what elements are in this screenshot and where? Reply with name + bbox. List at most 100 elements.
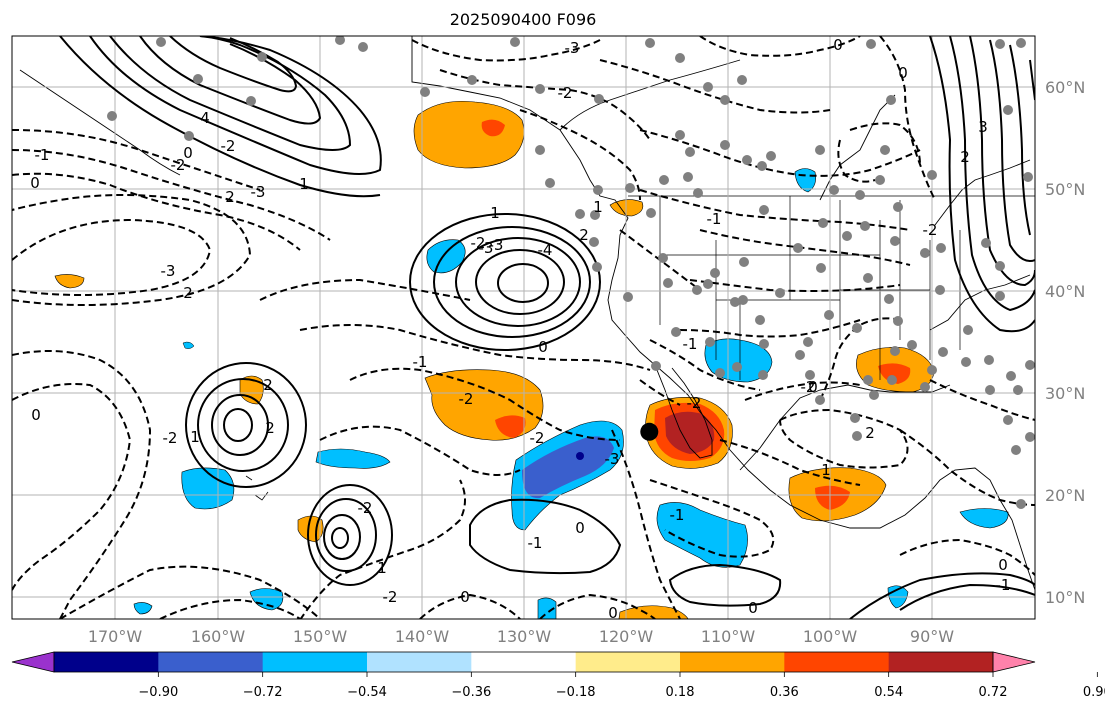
contour-label: -2 [383, 588, 398, 606]
contour-label: 1 [490, 204, 500, 222]
lon-label: 150°W [293, 627, 348, 646]
shade-blue-east-pacific [656, 502, 748, 568]
lon-label: 90°W [910, 627, 954, 646]
contour-label: 2 [263, 376, 273, 394]
colorbar-segment [158, 652, 264, 672]
contour-label: 1 [190, 428, 200, 446]
contour-label: 2 [225, 188, 235, 206]
colorbar-tick-label: −0.54 [347, 685, 387, 700]
contour-label: 0 [575, 519, 585, 537]
shade-blue-small-dot [182, 341, 195, 349]
shade-blue-bottom-left [133, 602, 153, 615]
triangle-right-icon [992, 651, 1036, 673]
coastlines-borders [19, 36, 1035, 591]
station-markers [107, 36, 1035, 509]
colorbar-tick-label: −0.72 [243, 685, 283, 700]
contour-label: 0 [998, 556, 1008, 574]
shade-blue-hawaii-north [181, 467, 235, 510]
triangle-left-icon [11, 651, 55, 673]
lat-label: 50°N [1045, 180, 1085, 199]
contour-label: -2 [459, 390, 474, 408]
shade-navy-spot [576, 452, 584, 460]
shade-orange-alaska-gulf [413, 101, 525, 169]
shade-blue-lower-left [249, 588, 284, 611]
colorbar: −0.90 −0.72 −0.54 −0.36 −0.18 0.18 0.36 0.54 0.7… [11, 651, 1105, 700]
contour-label: 0 [808, 378, 818, 396]
contour-label: 0 [608, 604, 618, 622]
contour-label: 2 [265, 419, 275, 437]
latitude-labels: 60°N 50°N 40°N 30°N 20°N 10°N [1045, 78, 1085, 607]
shade-blue-bottom-mid [537, 597, 557, 619]
lon-label: 120°W [599, 627, 654, 646]
contour-label: 0 [538, 338, 548, 356]
contour-label: -2 [221, 137, 236, 155]
lat-lon-grid [12, 36, 1035, 619]
shade-darkblue-subtropic-band [522, 436, 614, 499]
contour-label: -3 [251, 183, 266, 201]
contour-label: 2 [865, 424, 875, 442]
contour-label: 2 [579, 226, 589, 244]
contour-label: -2 [558, 84, 573, 102]
lon-label: 140°W [395, 627, 450, 646]
contour-label: -2 [923, 221, 938, 239]
contour-label: 0 [833, 36, 843, 54]
contour-label: 1 [377, 559, 387, 577]
contour-label: -3 [565, 39, 580, 57]
colorbar-tick-label: 0.90 [1083, 685, 1105, 700]
contour-label: 2 [960, 148, 970, 166]
shade-orange-west-edge [54, 274, 85, 289]
contour-label: 0 [31, 406, 41, 424]
colorbar-tick-label: −0.90 [138, 685, 178, 700]
contour-label: 0 [898, 64, 908, 82]
contour-label: -2 [530, 429, 545, 447]
contour-label: -1 [707, 210, 722, 228]
state-boundaries [628, 195, 1035, 380]
map-panel: -3 0 -2 0 2 4 -1 0 -2 -3 1 2 0 -2 -3 1 -… [11, 35, 1036, 622]
lon-label: 170°W [88, 627, 143, 646]
contour-label: 3 [978, 118, 988, 136]
contours-solid [59, 36, 1035, 619]
shade-red-alaska-gulf [481, 119, 505, 137]
shade-blue-strip-central [315, 448, 391, 469]
contour-label: -2 [358, 499, 373, 517]
contour-label: -1 [35, 146, 50, 164]
lon-label: 160°W [191, 627, 246, 646]
colorbar-segments [11, 651, 1036, 673]
contour-label: -3 [161, 262, 176, 280]
colorbar-tick-label: 0.36 [770, 685, 799, 700]
colorbar-tick-label: 0.18 [666, 685, 695, 700]
shade-blue-se [959, 508, 1009, 529]
colorbar-segment [367, 652, 472, 672]
lat-label: 30°N [1045, 384, 1085, 403]
contour-label: -4 [538, 241, 553, 259]
contour-label: -3 [605, 450, 620, 468]
shade-orange-small-high [239, 375, 264, 405]
contour-label: -3 [479, 239, 494, 257]
contour-label: 1 [593, 198, 603, 216]
black-dot-icon [640, 422, 659, 441]
contour-label: -1 [528, 534, 543, 552]
lon-label: 110°W [701, 627, 756, 646]
contour-label: 1 [299, 175, 309, 193]
lat-label: 60°N [1045, 78, 1085, 97]
shaded-field [54, 101, 1009, 619]
lon-label: 130°W [497, 627, 552, 646]
lon-label: 100°W [803, 627, 858, 646]
shade-red-east-pacific [815, 485, 850, 510]
contour-label: -1 [683, 335, 698, 353]
colorbar-tick-label: 0.54 [874, 685, 903, 700]
colorbar-segment [54, 652, 159, 672]
colorbar-segment [262, 652, 368, 672]
colorbar-segment [575, 652, 681, 672]
colorbar-segment [471, 652, 577, 672]
colorbar-segment [888, 652, 994, 672]
shade-red-baja-west [495, 415, 526, 438]
contour-label: -2 [801, 378, 816, 396]
colorbar-tick-label: −0.18 [556, 685, 596, 700]
contour-label: 2 [183, 284, 193, 302]
contour-label: -2 [687, 394, 702, 412]
contour-label: -1 [670, 506, 685, 524]
contour-label: -3 [489, 236, 504, 254]
colorbar-tick-label: −0.36 [451, 685, 491, 700]
